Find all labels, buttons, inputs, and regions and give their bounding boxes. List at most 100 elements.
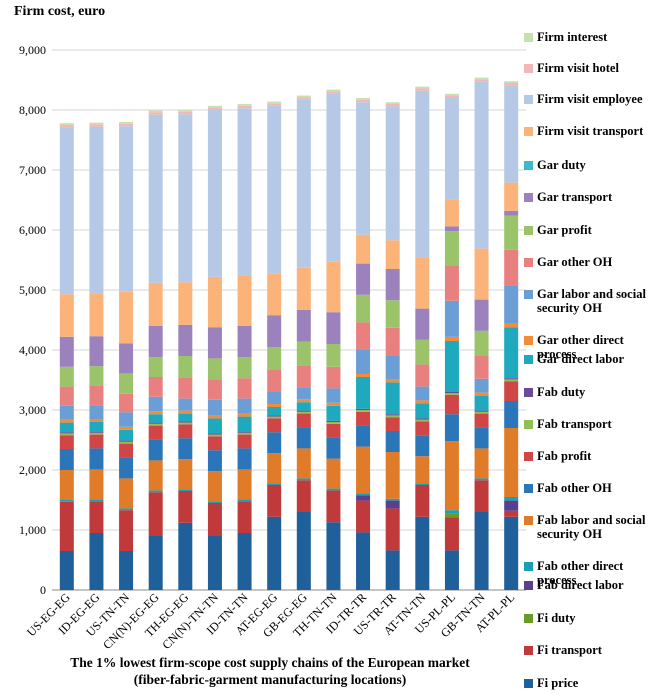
bar-segment xyxy=(444,517,459,551)
bar-segment xyxy=(148,110,163,113)
bar-segment xyxy=(415,483,430,485)
bar-segment xyxy=(59,294,74,337)
bar-segment xyxy=(356,425,371,447)
x-axis-title: The 1% lowest firm-scope cost supply cha… xyxy=(10,654,530,688)
bar-segment xyxy=(237,434,252,449)
bar-segment xyxy=(504,401,519,428)
bar-segment xyxy=(207,327,222,359)
bar-segment xyxy=(385,269,400,301)
bar-segment xyxy=(237,416,252,432)
bar-segment xyxy=(207,399,222,416)
bar-segment xyxy=(385,415,400,418)
bar-segment xyxy=(504,83,519,86)
bar-segment xyxy=(504,327,519,379)
bar-segment xyxy=(296,402,311,411)
bar-segment xyxy=(356,102,371,235)
bar-segment xyxy=(415,257,430,309)
bar-segment xyxy=(296,411,311,414)
bar-segment xyxy=(267,392,282,404)
legend-label: Gar direct labor xyxy=(537,352,625,366)
legend-label: Gar other OH xyxy=(537,255,613,269)
bar-segment xyxy=(119,291,134,344)
bar-segment xyxy=(207,105,222,108)
legend-label: Firm visit hotel xyxy=(537,61,619,75)
bar-segment xyxy=(59,125,74,128)
bar-segment xyxy=(356,99,371,103)
bar-segment xyxy=(326,366,341,389)
bars xyxy=(59,77,519,590)
bar-segment xyxy=(237,108,252,276)
bar-segment xyxy=(326,89,341,92)
bar-segment xyxy=(296,410,311,412)
bar-segment xyxy=(385,104,400,107)
bar-segment xyxy=(119,457,134,479)
bar-segment xyxy=(89,124,104,127)
legend-label: Firm visit transport xyxy=(537,124,644,138)
bar-segment xyxy=(444,300,459,337)
bar-segment xyxy=(148,423,163,426)
bar-segment xyxy=(59,433,74,436)
bar-segment xyxy=(178,522,193,590)
bar-segment xyxy=(119,373,134,394)
legend-label: Firm interest xyxy=(537,30,608,44)
bar-segment xyxy=(326,405,341,421)
bar-segment xyxy=(474,79,489,82)
bar-segment xyxy=(148,439,163,461)
bar-segment xyxy=(89,499,104,502)
bar-segment xyxy=(59,336,74,367)
legend-label: Fab profit xyxy=(537,449,592,463)
bar-segment xyxy=(474,410,489,412)
bar-segment xyxy=(148,414,163,423)
bar-segment xyxy=(148,377,163,397)
legend-label: Gar labor and social security OH xyxy=(537,287,646,315)
bar-segment xyxy=(59,470,74,500)
bar-segment xyxy=(444,513,459,518)
bar-segment xyxy=(119,126,134,292)
bar-segment xyxy=(504,381,519,401)
bar-segment xyxy=(59,405,74,420)
bar-segment xyxy=(119,426,134,430)
bar-segment xyxy=(385,414,400,416)
bar-segment xyxy=(385,417,400,431)
bar-segment xyxy=(178,282,193,325)
bar-segment xyxy=(326,437,341,459)
bar-segment xyxy=(356,532,371,590)
bar-segment xyxy=(474,413,489,428)
bar-segment xyxy=(89,386,104,406)
bar-segment xyxy=(385,498,400,501)
bar-segment xyxy=(89,432,104,435)
y-tick-label: 2,000 xyxy=(19,463,46,477)
bar-segment xyxy=(59,127,74,295)
x-axis-title-line2: (fiber-fabric-garment manufacturing loca… xyxy=(133,672,407,687)
bar-segment xyxy=(237,105,252,109)
bar-segment xyxy=(444,393,459,395)
bar-segment xyxy=(89,434,104,449)
legend-label: Firm visit employee xyxy=(537,92,643,106)
bar-segment xyxy=(474,81,489,249)
bar-segment xyxy=(385,500,400,509)
bar-segment xyxy=(474,395,489,411)
bar-segment xyxy=(296,387,311,400)
y-tick-label: 7,000 xyxy=(19,163,46,177)
bar-segment xyxy=(385,508,400,551)
bar-segment xyxy=(356,322,371,350)
bar-segment xyxy=(415,308,430,340)
bar-segment xyxy=(237,378,252,399)
legend-label: Fi transport xyxy=(537,643,602,657)
bar-segment xyxy=(474,512,489,590)
bar-segment xyxy=(296,427,311,449)
y-tick-label: 8,000 xyxy=(19,103,46,117)
bar-segment xyxy=(504,323,519,328)
legend-swatch xyxy=(524,64,533,73)
bar-segment xyxy=(415,339,430,365)
bar-segment xyxy=(89,293,104,337)
bar-segment xyxy=(326,261,341,313)
bar-segment xyxy=(267,415,282,417)
legend-swatch xyxy=(524,193,533,202)
bar-segment xyxy=(267,369,282,392)
legend-label: Fab transport xyxy=(537,417,612,431)
legend: Firm interest Firm visit hotel Firm visit … xyxy=(520,0,663,698)
bar-segment xyxy=(326,422,341,424)
bar-segment xyxy=(207,276,222,328)
